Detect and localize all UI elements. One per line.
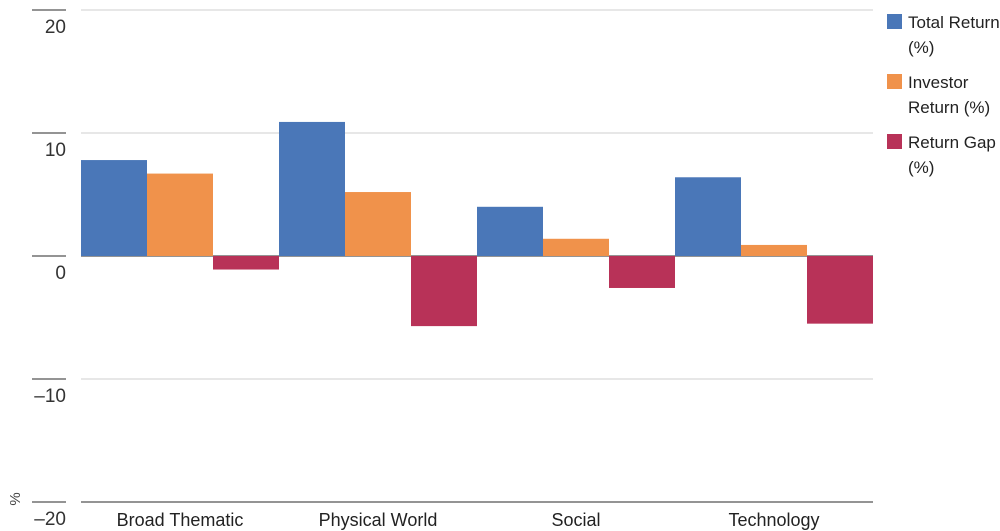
legend-swatch: [887, 134, 902, 149]
bars: [81, 121, 873, 327]
y-tick-label: 20: [45, 17, 66, 38]
legend-label: Return Gap (%): [908, 133, 996, 177]
bar: [477, 206, 543, 256]
bar: [81, 160, 147, 256]
bar: [807, 256, 873, 324]
x-category-label: Technology: [728, 510, 819, 530]
bar: [741, 244, 807, 256]
x-category-label: Physical World: [319, 510, 438, 530]
legend-item: Return Gap (%): [887, 130, 1000, 180]
bar: [279, 121, 345, 257]
bar: [345, 192, 411, 256]
bar: [213, 256, 279, 270]
bar: [411, 256, 477, 327]
legend-swatch: [887, 74, 902, 89]
legend-item: Total Return (%): [887, 10, 1000, 60]
bar: [147, 173, 213, 256]
x-axis-category-labels: Broad Thematic Physical World Social Techno…: [117, 510, 820, 530]
bar: [543, 238, 609, 256]
y-axis-unit-label: %: [7, 492, 24, 505]
legend: Total Return (%) Investor Return (%) Retur…: [887, 10, 1000, 190]
y-axis-tick-labels: 20 10 0 –10 –20: [34, 17, 66, 530]
y-tick-label: –10: [34, 386, 66, 407]
bar: [609, 256, 675, 288]
bar: [675, 177, 741, 256]
legend-label: Total Return (%): [908, 13, 1000, 57]
x-category-label: Social: [551, 510, 600, 530]
legend-item: Investor Return (%): [887, 70, 1000, 120]
x-category-label: Broad Thematic: [117, 510, 244, 530]
legend-swatch: [887, 14, 902, 29]
legend-label: Investor Return (%): [908, 73, 991, 117]
y-tick-label: –20: [34, 509, 66, 530]
y-tick-label: 0: [55, 263, 66, 284]
y-tick-label: 10: [45, 140, 66, 161]
